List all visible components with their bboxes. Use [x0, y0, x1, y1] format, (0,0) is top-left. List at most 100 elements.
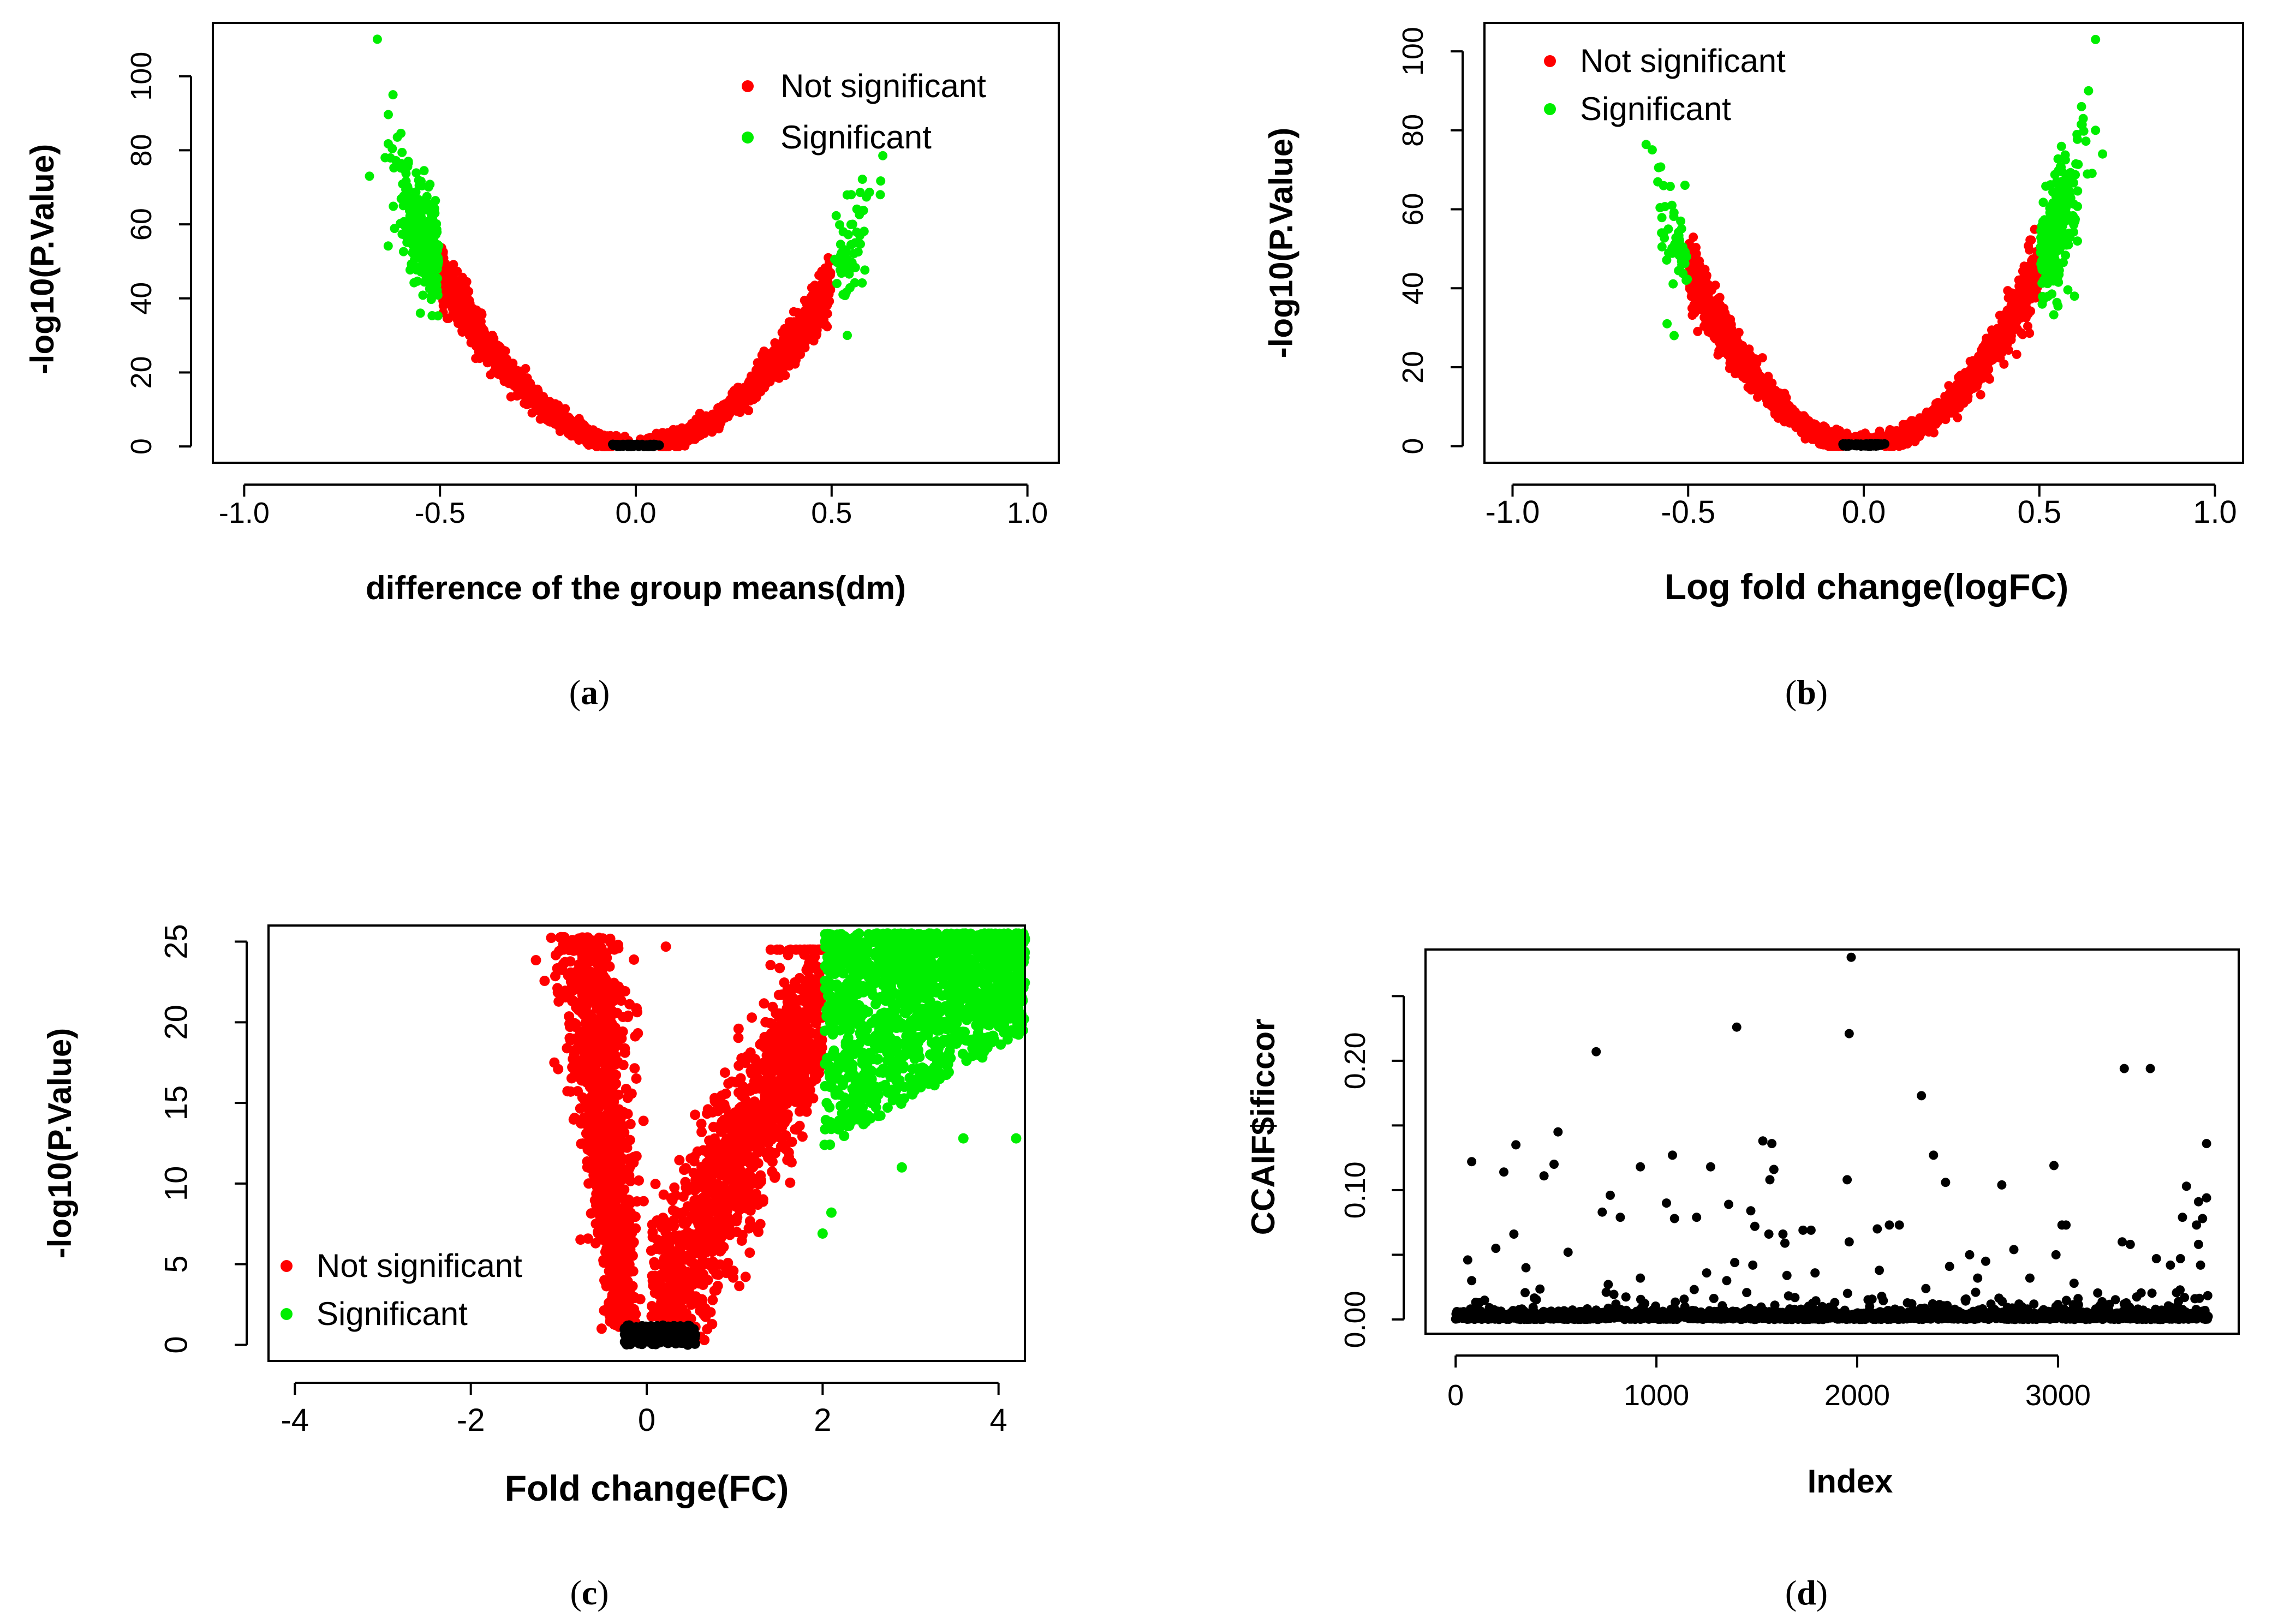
panel-a-point-not-significant — [492, 354, 502, 363]
panel-a-point-significant — [365, 171, 374, 181]
panel-a-point-significant — [846, 190, 856, 200]
panel-a-point-significant — [843, 331, 852, 341]
panel-a-point-significant — [425, 180, 435, 189]
panel-a-point-not-significant — [538, 399, 548, 409]
panel-a-legend-marker-significant — [742, 132, 754, 144]
panel-a-point-not-significant — [753, 388, 763, 398]
panel-a-point-significant — [397, 147, 407, 157]
panel-a-point-significant — [388, 90, 398, 100]
panel-a-point-not-significant — [451, 308, 461, 318]
panel-a-point-not-significant — [797, 336, 807, 345]
panel-a-point-not-significant — [794, 309, 804, 319]
panel-a-point-not-significant — [809, 291, 819, 301]
panel-a-point-not-significant — [482, 358, 492, 368]
panel-a-legend-significant: Significant — [780, 119, 932, 156]
panel-a-xlabel: difference of the group means(dm) — [366, 570, 906, 606]
panel-a-point-significant — [415, 208, 425, 218]
panel-a-point-not-significant — [565, 416, 575, 426]
panel-a-point-significant — [396, 128, 406, 138]
panel-a-point-significant — [409, 278, 419, 288]
panel-a-point-not-significant — [457, 272, 467, 282]
panel-a-point-significant — [372, 34, 382, 44]
panel-a-point-significant — [850, 238, 860, 248]
panel-a-point-significant — [427, 311, 437, 320]
panel-a-point-not-significant — [786, 327, 796, 337]
panel-a-point-significant — [380, 153, 390, 163]
panel-b-point-not-significant — [1931, 399, 1941, 408]
panel-a-point-significant — [831, 211, 841, 220]
panel-a-point-significant — [384, 110, 393, 120]
panel-a-point-significant — [414, 195, 424, 205]
panel-a-point-not-significant — [457, 327, 467, 337]
panel-a-point-not-significant — [513, 383, 522, 392]
panel-a-point-not-significant — [466, 315, 475, 325]
panel-a-point-significant — [430, 204, 439, 213]
panel-a-point-significant — [390, 224, 399, 234]
panel-b-point-not-significant — [1687, 311, 1697, 320]
panel-a-point-not-significant — [554, 406, 564, 416]
panel-a-point-not-significant — [476, 308, 486, 318]
panel-a-x-tick-label: 1.0 — [1007, 497, 1048, 529]
panel-a-point-significant — [427, 232, 437, 242]
panel-a-point-not-significant — [821, 320, 831, 330]
panel-a-point-not-significant — [719, 404, 729, 414]
panel-a-point-not-significant — [731, 404, 741, 414]
panel-a-point-significant — [838, 290, 848, 300]
panel-a-point-not-significant — [816, 280, 826, 290]
panel-a-point-baseline — [618, 440, 628, 450]
panel-a-point-significant — [418, 290, 428, 300]
panel-a-point-significant — [830, 254, 839, 264]
panel-a-point-significant — [430, 280, 440, 289]
panel-a-point-significant — [858, 206, 868, 216]
panel-a-point-not-significant — [812, 331, 821, 340]
panel-a-point-not-significant — [816, 308, 826, 317]
panel-a-point-significant — [875, 190, 885, 200]
panel-a-point-significant — [414, 231, 424, 241]
panel-a-point-baseline — [654, 440, 664, 450]
panel-b-point-not-significant — [1944, 381, 1954, 391]
panel-a-point-not-significant — [443, 279, 452, 289]
panel-a-point-not-significant — [759, 347, 769, 356]
panel-a-point-significant — [389, 201, 398, 211]
panel-a-point-not-significant — [475, 354, 485, 363]
panel-a-point-not-significant — [470, 332, 480, 342]
panel-a-point-significant — [843, 230, 853, 240]
panel-a-points — [365, 34, 888, 451]
panel-a-point-significant — [391, 156, 401, 165]
panel-a-x-tick-label: 0.5 — [811, 497, 852, 529]
panel-a-point-significant — [419, 251, 429, 261]
panel-a-y-tick-label: 80 — [125, 134, 158, 166]
panel-a-point-not-significant — [490, 343, 499, 353]
panel-a-point-significant — [876, 176, 886, 186]
panel-a-point-not-significant — [709, 410, 719, 420]
panel-a-y-tick-label: 0 — [125, 438, 158, 455]
panel-a-point-not-significant — [444, 313, 454, 323]
panel-a-point-significant — [412, 168, 421, 178]
panel-b-point-not-significant — [2024, 241, 2033, 251]
panel-a-point-not-significant — [780, 371, 790, 380]
panel-b-point-not-significant — [1989, 328, 1999, 338]
panel-a-point-not-significant — [499, 361, 509, 371]
panel-a-point-not-significant — [456, 300, 466, 310]
panel-a-caption: (a) — [569, 673, 610, 712]
panel-a-point-significant — [433, 255, 443, 265]
panel-a-point-not-significant — [554, 418, 564, 428]
panel-a-point-significant — [848, 219, 857, 229]
panel-a-point-significant — [852, 227, 862, 237]
panel-a-point-significant — [426, 295, 436, 304]
panel-a-point-significant — [415, 308, 425, 318]
panel-a-point-significant — [431, 265, 441, 274]
panel-a-point-not-significant — [520, 376, 529, 386]
panel-a-point-not-significant — [779, 362, 789, 372]
panel-a-point-significant — [404, 219, 414, 229]
panel-a-point-significant — [862, 192, 872, 202]
panel-a-point-not-significant — [803, 308, 813, 318]
panel-a-y-tick-label: 20 — [125, 356, 158, 389]
panel-a-point-significant — [383, 241, 393, 251]
panel-a-point-not-significant — [775, 353, 785, 363]
panel-a-point-significant — [860, 265, 870, 275]
panel-a-legend-marker-not-significant — [742, 80, 754, 92]
panel-a-point-not-significant — [583, 431, 593, 441]
panel-a-point-not-significant — [753, 358, 762, 368]
